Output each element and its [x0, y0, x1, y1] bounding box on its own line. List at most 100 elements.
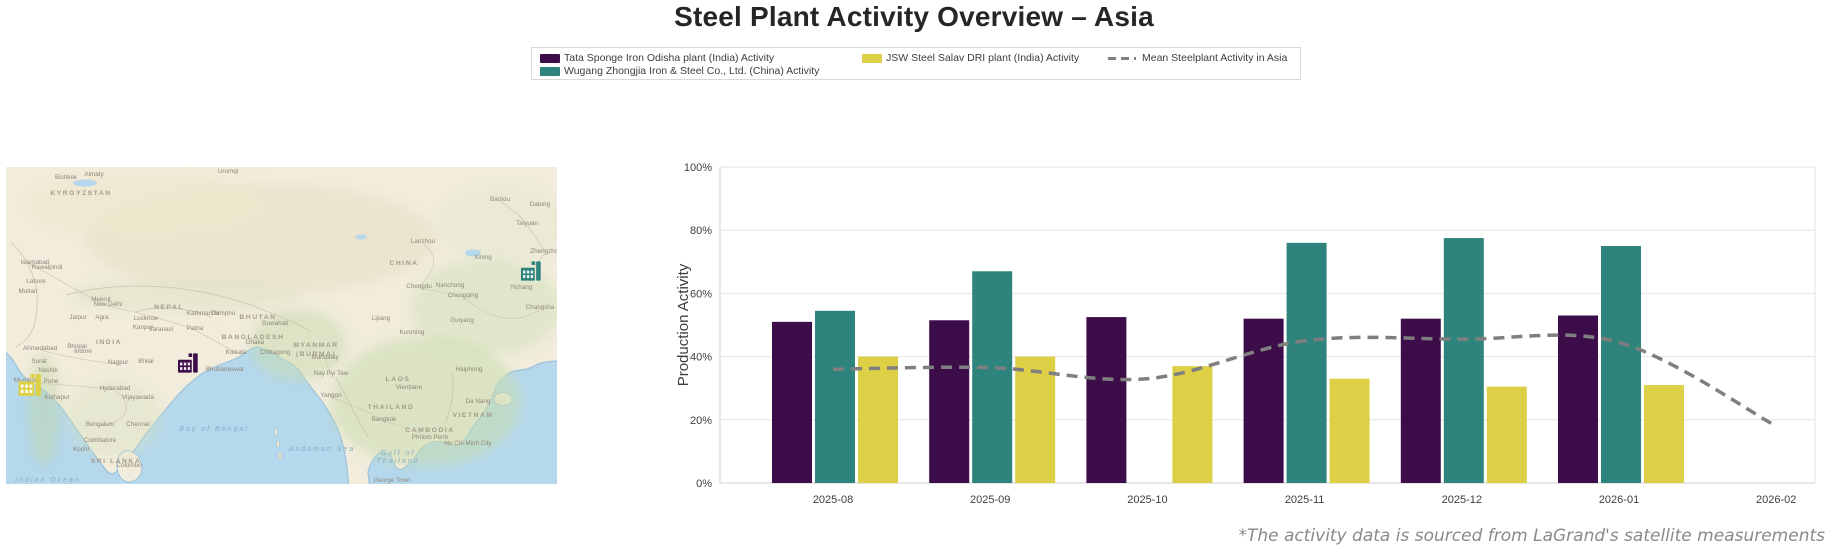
- map-label-meerut: Meerut: [91, 296, 111, 303]
- map-label-almaty: Almaty: [84, 171, 104, 178]
- map-label-lahore: Lahore: [26, 278, 46, 285]
- mean-activity-line: [832, 333, 1778, 428]
- map-label-bhopal: Bhopal: [67, 343, 87, 350]
- map-label-phnom-penh: Phnom Penh: [412, 434, 449, 441]
- map-label-vientiane: Vientiane: [396, 384, 423, 391]
- map-label-bhilai: Bhilai: [138, 358, 153, 365]
- x-tick-2025-10: 2025-10: [1127, 494, 1167, 506]
- bar-2025-12-series0: [1400, 318, 1441, 483]
- factory-marker-1[interactable]: [521, 261, 541, 281]
- map-label-myanmar: MYANMAR: [293, 342, 338, 349]
- factory-marker-2[interactable]: [18, 374, 41, 396]
- map-label-lanzhou: Lanzhou: [411, 238, 436, 245]
- map-label-taiyuan: Taiyuan: [516, 220, 538, 227]
- map-label-zhengzhou: Zhengzhou: [530, 248, 557, 255]
- map-label-haiphong: Haiphong: [456, 366, 483, 373]
- map-label-yichang: Yichang: [510, 284, 533, 291]
- x-tick-2026-01: 2026-01: [1599, 494, 1639, 506]
- map-lakes: [73, 179, 481, 257]
- map-label-nashik: Nashik: [38, 367, 58, 374]
- map-canvas[interactable]: Bishkek Almaty KYRGYZSTAN Urumqi Lanzhou Xini…: [6, 167, 557, 484]
- map-label-agra: Agra: [95, 314, 109, 321]
- legend-swatch-tata: [540, 54, 560, 63]
- bar-2025-12-series1: [1443, 238, 1484, 483]
- map-label-thailand: Thailand: [377, 458, 420, 465]
- map-label-nanchong: Nanchong: [436, 282, 465, 289]
- bar-2025-09-series2: [1015, 356, 1056, 483]
- map-label-da-nang: Da Nang: [466, 398, 491, 405]
- legend-label-tata: Tata Sponge Iron Odisha plant (India) Ac…: [564, 52, 775, 64]
- map-label-pune: Pune: [44, 378, 59, 385]
- map-label-nepal: NEPAL: [154, 304, 184, 311]
- map-label-vietnam: VIETNAM: [452, 412, 493, 419]
- legend-swatch-jsw: [862, 54, 882, 63]
- x-tick-2025-11: 2025-11: [1285, 494, 1325, 506]
- map-label-new-delhi: New Delhi: [94, 301, 123, 308]
- map-label-chittagong: Chittagong: [260, 349, 291, 356]
- map-andaman-islands: [274, 427, 282, 461]
- bar-2025-09-series0: [929, 320, 970, 483]
- asia-map[interactable]: Bishkek Almaty KYRGYZSTAN Urumqi Lanzhou Xini…: [6, 167, 557, 484]
- x-tick-2026-02: 2026-02: [1756, 494, 1796, 506]
- map-label-yangon: Yangon: [320, 392, 342, 399]
- y-tick-60%: 60%: [690, 288, 712, 300]
- y-tick-40%: 40%: [690, 352, 712, 364]
- map-label-multan: Multan: [19, 288, 38, 295]
- map-label-vijayawada: Vijayawada: [122, 394, 155, 401]
- map-label-surat: Surat: [31, 358, 46, 365]
- map-label-varanasi: Varanasi: [149, 326, 173, 333]
- map-label-nagpur: Nagpur: [108, 359, 129, 366]
- map-label-thimphu: Thimphu: [211, 310, 236, 317]
- map-label-sri-lanka: SRI LANKA: [91, 458, 142, 465]
- y-axis-title: Production Activity: [675, 263, 692, 386]
- bar-2025-08-series0: [772, 321, 812, 483]
- x-tick-2025-08: 2025-08: [813, 494, 853, 506]
- map-label-jaipur: Jaipur: [69, 314, 86, 321]
- map-label-coimbatore: Coimbatore: [84, 437, 117, 444]
- map-label-indian-ocean: Indian Ocean: [15, 477, 81, 484]
- page-title: Steel Plant Activity Overview – Asia: [674, 1, 1154, 32]
- map-label-bengaluru: Bengaluru: [86, 421, 115, 428]
- map-label-george-town: George Town: [373, 477, 411, 484]
- y-tick-100%: 100%: [684, 162, 712, 174]
- bar-2025-12-series2: [1486, 386, 1527, 483]
- bar-2025-08-series2: [858, 356, 898, 483]
- map-label-chongqing: Chongqing: [448, 292, 479, 299]
- map-label-china: CHINA: [389, 260, 418, 267]
- bar-2025-08-series1: [815, 310, 855, 483]
- bar-2025-11-series1: [1286, 242, 1327, 483]
- bar-2025-11-series2: [1329, 378, 1370, 483]
- map-label-bhubaneswar: Bhubaneswar: [206, 366, 245, 373]
- map-label-rawalpindi: Rawalpindi: [32, 264, 63, 271]
- map-label-mumbai: Mumbai: [14, 377, 36, 384]
- y-tick-0%: 0%: [696, 478, 712, 490]
- map-label-hyderabad: Hyderabad: [100, 385, 131, 392]
- x-tick-2025-09: 2025-09: [970, 494, 1010, 506]
- x-tick-2025-12: 2025-12: [1442, 494, 1482, 506]
- map-label-dhaka: Dhaka: [246, 339, 265, 346]
- map-labels: Bishkek Almaty KYRGYZSTAN Urumqi Lanzhou Xini…: [14, 168, 557, 484]
- bar-2025-09-series1: [972, 271, 1013, 483]
- map-label-bhutan: BHUTAN: [239, 314, 276, 321]
- map-label-ahmedabad: Ahmedabad: [23, 345, 57, 352]
- map-label-colombo: Colombo: [116, 462, 142, 469]
- map-label-kochi: Kochi: [73, 446, 89, 453]
- map-label-kanpur: Kanpur: [133, 324, 153, 331]
- map-label-kunming: Kunming: [400, 329, 425, 336]
- map-markers: [18, 261, 541, 396]
- legend-label-jsw: JSW Steel Salav DRI plant (India) Activi…: [886, 52, 1080, 64]
- map-label-chengdu: Chengdu: [406, 283, 432, 290]
- factory-marker-0[interactable]: [178, 353, 198, 373]
- map-label-bishkek: Bishkek: [55, 174, 78, 181]
- map-label-indore: Indore: [74, 348, 92, 355]
- legend-swatch-wugang: [540, 67, 560, 76]
- dashed-line-icon: [1108, 57, 1136, 60]
- legend-label-mean: Mean Steelplant Activity in Asia: [1142, 52, 1288, 64]
- map-label-ho-chi-minh-city: Ho Chi Minh City: [444, 440, 492, 447]
- bar-2026-01-series0: [1558, 315, 1598, 483]
- map-label-datong: Datong: [530, 201, 551, 208]
- bar-2026-01-series2: [1644, 385, 1684, 483]
- data-source-footnote: *The activity data is sourced from LaGra…: [1238, 526, 1825, 546]
- bar-2025-11-series0: [1243, 318, 1284, 483]
